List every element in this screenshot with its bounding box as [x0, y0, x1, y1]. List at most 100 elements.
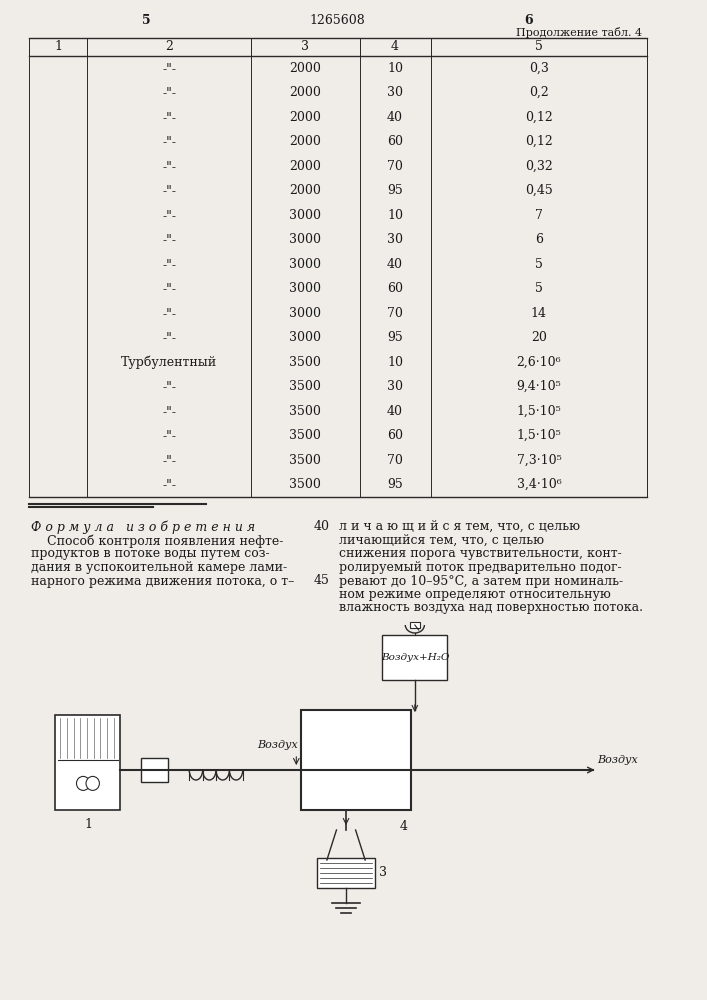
- Text: 40: 40: [387, 405, 403, 418]
- Text: 2000: 2000: [289, 184, 322, 197]
- Text: 0,2: 0,2: [529, 86, 549, 99]
- Text: ревают до 10–95°C, а затем при номиналь-: ревают до 10–95°C, а затем при номиналь-: [339, 574, 624, 587]
- Text: 5: 5: [535, 258, 543, 271]
- Text: л и ч а ю щ и й с я тем, что, с целью: л и ч а ю щ и й с я тем, что, с целью: [339, 520, 580, 533]
- Text: 7: 7: [535, 209, 543, 222]
- Text: -"-: -"-: [163, 258, 176, 271]
- Text: Воздух: Воздух: [597, 755, 638, 765]
- Text: 60: 60: [387, 135, 403, 148]
- Text: 3500: 3500: [289, 356, 322, 369]
- Text: дания в успокоительной камере лами-: дания в успокоительной камере лами-: [30, 561, 287, 574]
- Text: 10: 10: [387, 209, 403, 222]
- Text: 2000: 2000: [289, 135, 322, 148]
- Text: -"-: -"-: [163, 62, 176, 75]
- Text: 1: 1: [84, 818, 92, 831]
- Text: 2: 2: [165, 40, 173, 53]
- Text: -"-: -"-: [163, 405, 176, 418]
- Text: 1,5·10⁵: 1,5·10⁵: [517, 405, 561, 418]
- Text: 7,3·10⁵: 7,3·10⁵: [517, 454, 561, 467]
- Circle shape: [76, 776, 90, 790]
- Text: влажность воздуха над поверхностью потока.: влажность воздуха над поверхностью поток…: [339, 601, 643, 614]
- Text: -"-: -"-: [163, 331, 176, 344]
- Text: 9,4·10⁵: 9,4·10⁵: [517, 380, 561, 393]
- Text: 2000: 2000: [289, 111, 322, 124]
- Text: 95: 95: [387, 184, 403, 197]
- Text: 10: 10: [387, 62, 403, 75]
- Text: 3000: 3000: [289, 282, 322, 295]
- Text: 60: 60: [387, 429, 403, 442]
- Text: 45: 45: [314, 574, 329, 587]
- Text: 14: 14: [531, 307, 547, 320]
- Text: -"-: -"-: [163, 86, 176, 99]
- Text: 0,45: 0,45: [525, 184, 553, 197]
- Bar: [382, 635, 448, 680]
- Text: 1265608: 1265608: [310, 14, 366, 27]
- Text: Турбулентный: Турбулентный: [122, 356, 218, 369]
- Text: 3500: 3500: [289, 478, 322, 491]
- Text: 0,12: 0,12: [525, 135, 553, 148]
- Text: 95: 95: [387, 478, 403, 491]
- Text: -"-: -"-: [163, 478, 176, 491]
- Text: Воздух: Воздух: [257, 740, 298, 750]
- Bar: [317, 858, 375, 888]
- Text: -"-: -"-: [163, 429, 176, 442]
- Text: 40: 40: [387, 111, 403, 124]
- Text: 2000: 2000: [289, 86, 322, 99]
- Text: 3: 3: [380, 866, 387, 880]
- Text: 0,32: 0,32: [525, 160, 553, 173]
- Text: 30: 30: [387, 233, 403, 246]
- Text: 60: 60: [387, 282, 403, 295]
- Text: 4: 4: [399, 820, 407, 833]
- Text: -"-: -"-: [163, 307, 176, 320]
- Text: 0,3: 0,3: [529, 62, 549, 75]
- Text: 4: 4: [391, 40, 399, 53]
- Text: 2,6·10⁶: 2,6·10⁶: [517, 356, 561, 369]
- Text: 70: 70: [387, 454, 403, 467]
- Text: 30: 30: [387, 380, 403, 393]
- Text: 5: 5: [535, 282, 543, 295]
- Text: 3000: 3000: [289, 258, 322, 271]
- Text: -"-: -"-: [163, 111, 176, 124]
- Text: 20: 20: [531, 331, 547, 344]
- Text: -"-: -"-: [163, 160, 176, 173]
- Text: 40: 40: [387, 258, 403, 271]
- Text: 3000: 3000: [289, 331, 322, 344]
- Text: 70: 70: [387, 160, 403, 173]
- Text: 6: 6: [535, 233, 543, 246]
- Text: 3500: 3500: [289, 454, 322, 467]
- Text: Воздух+H₂O: Воздух+H₂O: [380, 653, 449, 662]
- Text: -"-: -"-: [163, 233, 176, 246]
- Text: 1,5·10⁵: 1,5·10⁵: [517, 429, 561, 442]
- Bar: [410, 622, 420, 628]
- Text: -"-: -"-: [163, 209, 176, 222]
- Text: 6: 6: [525, 14, 533, 27]
- Text: Ф о р м у л а   и з о б р е т е н и я: Ф о р м у л а и з о б р е т е н и я: [30, 520, 255, 534]
- Text: 3000: 3000: [289, 233, 322, 246]
- Text: 5: 5: [142, 14, 151, 27]
- Bar: [301, 710, 411, 810]
- Text: ном режиме определяют относительную: ном режиме определяют относительную: [339, 588, 612, 601]
- Text: Способ контроля появления нефте-: Способ контроля появления нефте-: [30, 534, 283, 548]
- Text: 1: 1: [54, 40, 62, 53]
- Text: -"-: -"-: [163, 184, 176, 197]
- Text: ролируемый поток предварительно подог-: ролируемый поток предварительно подог-: [339, 561, 622, 574]
- Text: 3000: 3000: [289, 209, 322, 222]
- Text: 2000: 2000: [289, 160, 322, 173]
- Circle shape: [86, 776, 100, 790]
- Text: 3: 3: [301, 40, 310, 53]
- Text: 0,12: 0,12: [525, 111, 553, 124]
- Text: 2000: 2000: [289, 62, 322, 75]
- Text: снижения порога чувствительности, конт-: снижения порога чувствительности, конт-: [339, 548, 622, 560]
- Text: 3,4·10⁶: 3,4·10⁶: [517, 478, 561, 491]
- Text: 30: 30: [387, 86, 403, 99]
- Text: 3500: 3500: [289, 405, 322, 418]
- Text: продуктов в потоке воды путем соз-: продуктов в потоке воды путем соз-: [30, 548, 269, 560]
- Text: 10: 10: [387, 356, 403, 369]
- Text: нарного режима движения потока, о т–: нарного режима движения потока, о т–: [30, 574, 294, 587]
- Bar: [55, 715, 120, 810]
- Text: Продолжение табл. 4: Продолжение табл. 4: [516, 27, 643, 38]
- Text: 5: 5: [535, 40, 543, 53]
- Text: 40: 40: [314, 520, 329, 533]
- Text: -"-: -"-: [163, 135, 176, 148]
- Text: -"-: -"-: [163, 454, 176, 467]
